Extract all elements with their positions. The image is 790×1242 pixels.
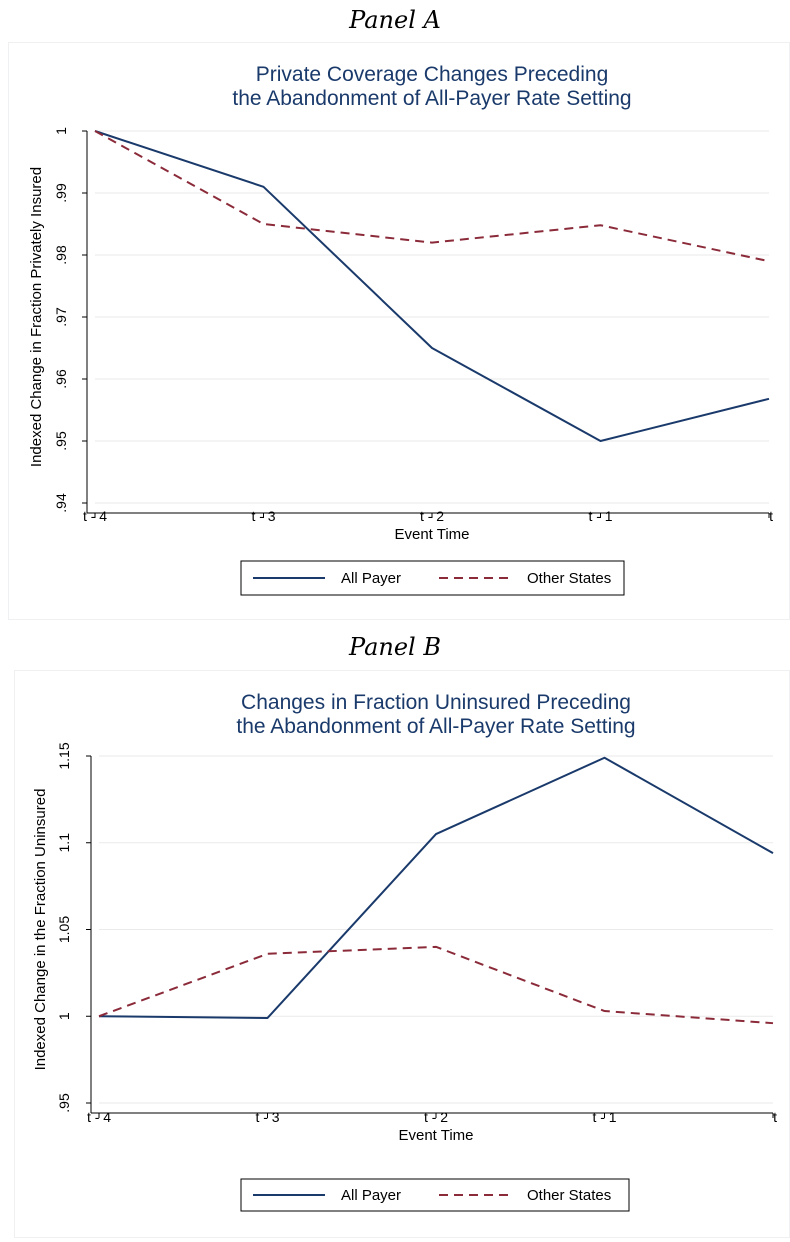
y-tick-label: .99 — [53, 183, 69, 203]
x-tick-label: t - 1 — [592, 1109, 616, 1125]
chart-title-line: the Abandonment of All-Payer Rate Settin… — [232, 87, 631, 110]
x-tick-label: t - 1 — [588, 508, 612, 524]
series-line-other-states — [99, 947, 773, 1023]
x-tick-label: t - 4 — [83, 508, 107, 524]
x-tick-label: t — [773, 1109, 777, 1125]
y-tick-label: 1.15 — [56, 742, 72, 769]
y-tick-label: .96 — [53, 369, 69, 389]
chart-title-line: Changes in Fraction Uninsured Preceding — [241, 691, 631, 714]
series-line-other-states — [95, 131, 769, 261]
y-axis-title: Indexed Change in the Fraction Uninsured — [32, 789, 49, 1071]
y-tick-label: .97 — [53, 307, 69, 327]
x-tick-label: t - 2 — [420, 508, 444, 524]
chart-b-svg: Changes in Fraction Uninsured Precedingt… — [15, 671, 789, 1237]
panel-b-label: Panel B — [0, 633, 790, 661]
x-tick-label: t - 3 — [251, 508, 275, 524]
y-tick-label: 1 — [53, 127, 69, 135]
y-tick-label: 1.1 — [56, 833, 72, 853]
x-tick-label: t — [769, 508, 773, 524]
chart-title-line: the Abandonment of All-Payer Rate Settin… — [236, 715, 635, 738]
x-axis-title: Event Time — [398, 1127, 473, 1144]
legend-label: Other States — [527, 1187, 611, 1204]
y-tick-label: .94 — [53, 493, 69, 513]
legend-label: All Payer — [341, 570, 401, 587]
y-tick-label: .95 — [53, 431, 69, 451]
y-tick-label: 1.05 — [56, 916, 72, 943]
y-tick-label: .95 — [56, 1093, 72, 1113]
legend-label: All Payer — [341, 1187, 401, 1204]
panel-a-label: Panel A — [0, 6, 790, 34]
legend-label: Other States — [527, 570, 611, 587]
y-axis-title: Indexed Change in Fraction Privately Ins… — [28, 167, 45, 467]
series-line-all-payer — [95, 131, 769, 441]
y-tick-label: 1 — [56, 1012, 72, 1020]
x-axis-title: Event Time — [394, 526, 469, 543]
x-tick-label: t - 3 — [255, 1109, 279, 1125]
x-tick-label: t - 2 — [424, 1109, 448, 1125]
x-tick-label: t - 4 — [87, 1109, 111, 1125]
chart-title-line: Private Coverage Changes Preceding — [256, 63, 609, 86]
y-tick-label: .98 — [53, 245, 69, 265]
